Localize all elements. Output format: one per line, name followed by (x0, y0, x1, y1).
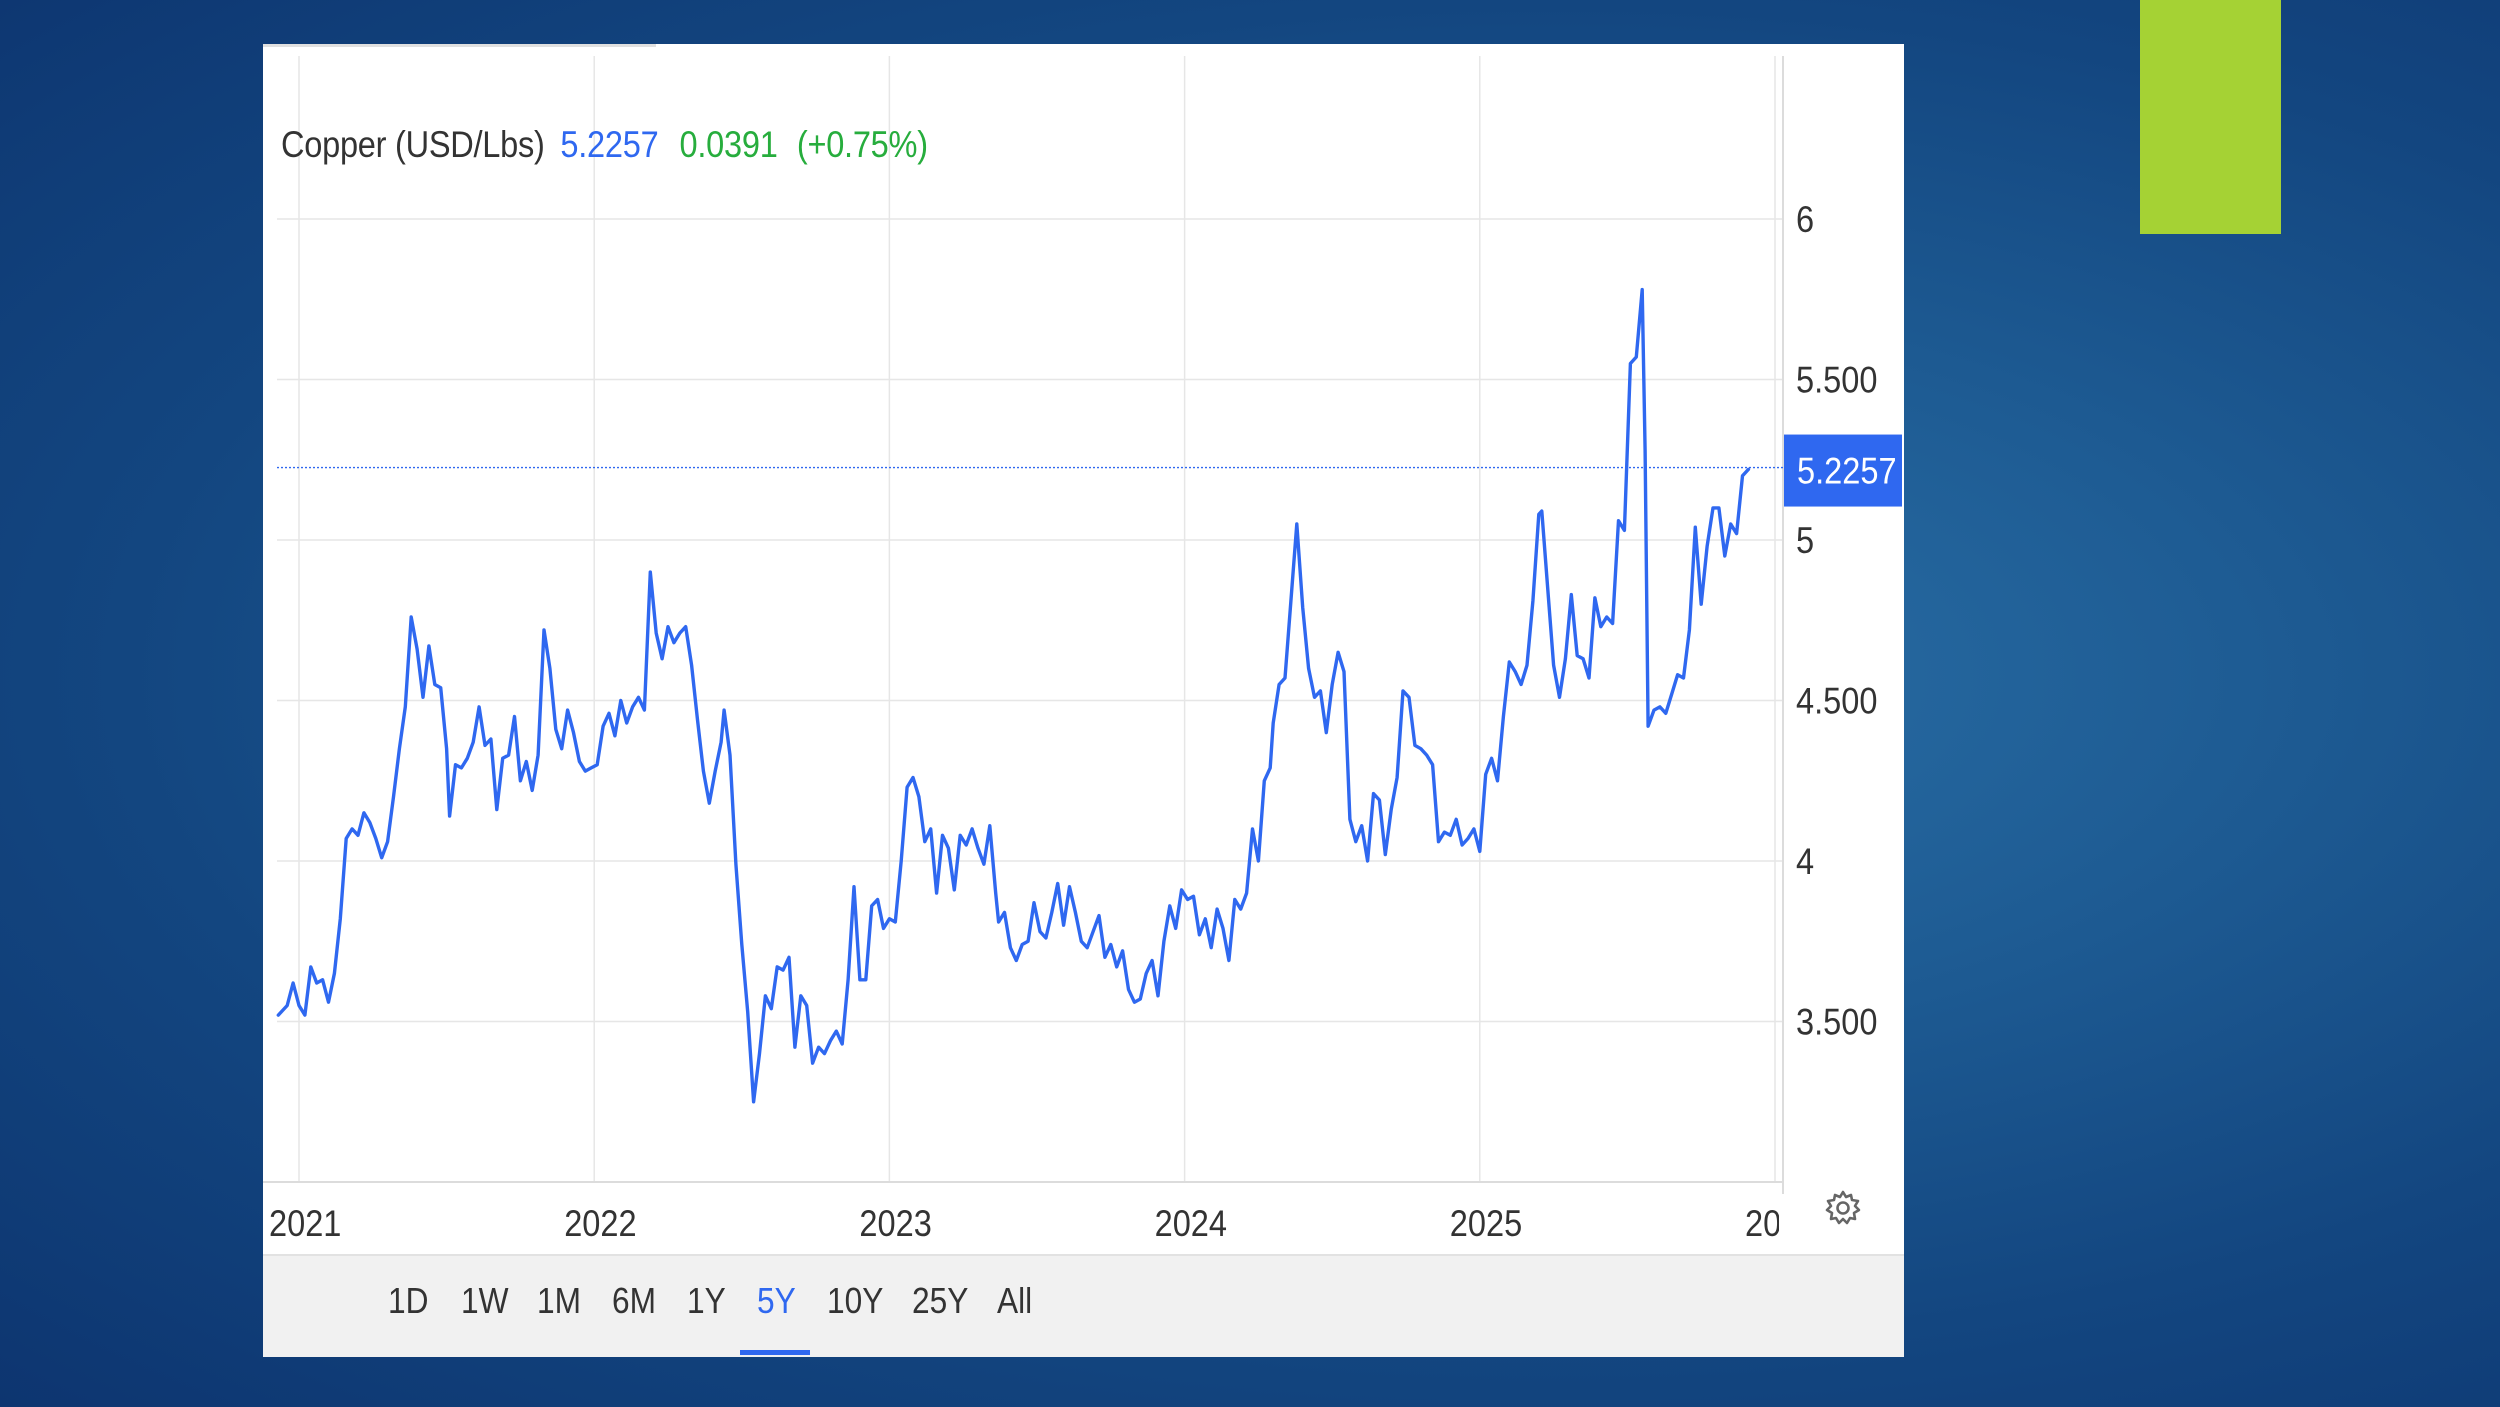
legend-series-name: Copper (USD/Lbs) (281, 124, 545, 165)
legend-change-pct: (+0.75%) (796, 124, 928, 165)
y-tick-label: 5 (1796, 520, 1814, 561)
y-tick-label: 5.500 (1796, 360, 1877, 401)
range-1d-button[interactable]: 1D (388, 1280, 429, 1321)
y-axis-labels: 6 5.500 5 4.500 4 3.500 (1796, 199, 1877, 1043)
active-range-indicator (740, 1350, 810, 1355)
x-axis-labels: 2021 2022 2023 2024 2025 202 (269, 1194, 1839, 1254)
x-tick-label: 2024 (1155, 1203, 1227, 1244)
range-selector: 1D 1W 1M 6M 1Y 5Y 10Y 25Y All (263, 1254, 1904, 1357)
y-tick-label: 6 (1796, 199, 1814, 240)
gear-icon[interactable] (1823, 1188, 1863, 1228)
last-price-tag (1784, 434, 1902, 507)
x-tick-label: 2022 (564, 1203, 636, 1244)
legend-change: 0.0391 (679, 124, 778, 165)
range-6m-button[interactable]: 6M (612, 1280, 657, 1321)
chart-grid (263, 44, 1784, 1254)
range-1w-button[interactable]: 1W (461, 1280, 509, 1321)
last-price-label: 5.2257 (1797, 451, 1897, 492)
y-tick-label: 3.500 (1796, 1002, 1877, 1043)
range-1y-button[interactable]: 1Y (687, 1280, 726, 1321)
range-5y-button[interactable]: 5Y (757, 1280, 796, 1321)
chart-legend: Copper (USD/Lbs) 5.2257 0.0391 (+0.75%) (281, 124, 928, 166)
x-tick-label: 2021 (269, 1203, 341, 1244)
legend-last-value: 5.2257 (560, 124, 659, 165)
copper-price-line (276, 287, 1751, 1104)
y-tick-label: 4.500 (1796, 681, 1877, 722)
x-tick-label: 2025 (1450, 1203, 1522, 1244)
range-all-button[interactable]: All (997, 1280, 1033, 1321)
x-tick-label: 2023 (859, 1203, 931, 1244)
range-25y-button[interactable]: 25Y (912, 1280, 969, 1321)
range-10y-button[interactable]: 10Y (827, 1280, 884, 1321)
accent-rectangle (2140, 0, 2281, 234)
y-tick-label: 4 (1796, 841, 1814, 882)
range-1m-button[interactable]: 1M (537, 1280, 582, 1321)
chart-card: 6 5.500 5 4.500 4 3.500 2021 2022 2023 2024 2025 2… (263, 44, 1904, 1357)
